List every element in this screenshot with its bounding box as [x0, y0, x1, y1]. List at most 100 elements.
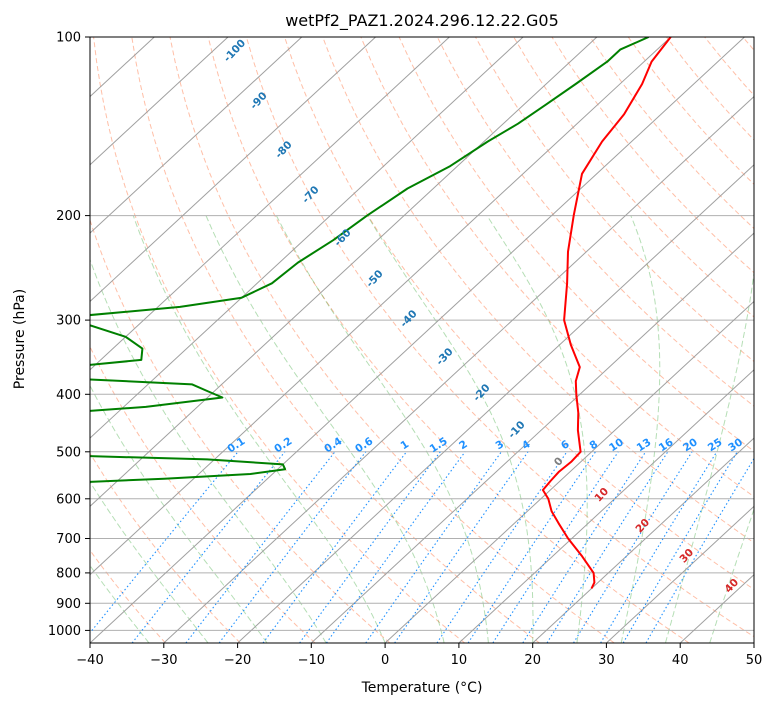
isotherm-line: [90, 37, 303, 234]
mixing-ratio-line: [573, 451, 693, 643]
y-axis-ticks: 100 200 300 400 500 600 700 800 900 1000: [48, 31, 90, 639]
chart-title: wetPf2_PAZ1.2024.296.12.22.G05: [285, 11, 559, 31]
temperature-profile-line: [541, 37, 672, 589]
x-tick-label: 30: [598, 653, 615, 668]
y-tick-label: 600: [56, 492, 81, 507]
dewpoint-profile-line: [90, 37, 650, 483]
mixing-ratio-lines: [90, 451, 754, 643]
isotherm-line: [90, 37, 598, 508]
x-tick-label: −40: [76, 653, 103, 668]
moist-adiabat-line: [620, 215, 661, 643]
dry-adiabat-line: [284, 37, 754, 590]
dry-adiabat-line: [398, 37, 754, 452]
moist-adiabat-line: [90, 564, 150, 643]
moist-adiabat-line: [665, 268, 754, 643]
mixing-ratio-line: [436, 451, 568, 643]
isotherm-line: [679, 573, 754, 643]
mixing-ratio-line: [492, 451, 619, 643]
moist-adiabat-line: [753, 641, 754, 643]
y-tick-label: 900: [56, 597, 81, 612]
isotherm-label: -70: [300, 184, 322, 206]
moist-adiabat-line: [90, 258, 327, 643]
isotherm-label: -60: [332, 227, 354, 249]
y-tick-label: 300: [56, 314, 81, 329]
moist-adiabat-line: [275, 215, 489, 643]
line-labels: 0.1 0.2 0.4 0.6 1 1.5 2 3 4 6 8 10 13 16 20 25 30-100-90…: [221, 37, 745, 595]
y-tick-label: 100: [56, 31, 81, 46]
isotherm-line: [90, 37, 376, 303]
isotherm-line: [90, 37, 229, 166]
dry-adiabat-line: [90, 218, 391, 643]
y-tick-label: 700: [56, 532, 81, 547]
dry-adiabat-line: [475, 37, 754, 363]
isotherm-label: -80: [273, 139, 295, 161]
x-tick-label: 50: [746, 653, 763, 668]
isotherm-line: [90, 37, 450, 371]
mixing-ratio-line: [600, 451, 718, 643]
dry-adiabat-line: [207, 37, 690, 643]
isotherm-line: [163, 95, 754, 643]
dry-adiabat-line: [360, 37, 754, 498]
mixing-ratio-line: [131, 451, 286, 643]
isotherm-line: [606, 505, 754, 643]
y-tick-label: 1000: [48, 624, 81, 639]
mixing-ratio-label: 1: [399, 438, 412, 452]
isotherm-line: [90, 37, 745, 643]
isotherm-line: [90, 37, 672, 576]
profiles: [90, 37, 672, 589]
mixing-ratio-line: [325, 451, 466, 643]
x-tick-label: 0: [381, 653, 389, 668]
moist-adiabat-line: [90, 481, 209, 643]
isotherm-line: [0, 37, 7, 643]
background-grid: [0, 37, 754, 643]
mixing-ratio-line: [299, 451, 441, 643]
mixing-ratio-line: [365, 451, 502, 643]
y-tick-label: 200: [56, 209, 81, 224]
mixing-ratio-label: 1.5: [428, 435, 450, 455]
isotherm-label: -90: [248, 90, 270, 112]
isotherm-line: [458, 369, 754, 643]
mixing-ratio-label: 0.6: [353, 435, 375, 455]
dry-adiabat-line: [627, 37, 754, 185]
moist-adiabat-line: [205, 215, 445, 643]
mixing-ratio-line: [467, 451, 596, 643]
mixing-ratio-line: [90, 451, 239, 634]
mixing-ratio-label: 3: [493, 438, 506, 452]
mixing-ratio-line: [546, 451, 669, 643]
plot-frame: [89, 36, 755, 644]
y-tick-label: 500: [56, 445, 81, 460]
dry-adiabat-line: [742, 37, 754, 51]
moist-adiabat-line: [486, 215, 588, 643]
isotherm-label: 10: [592, 486, 611, 505]
isotherm-label: -10: [506, 419, 528, 441]
x-axis-title: Temperature (°C): [361, 680, 483, 696]
mixing-ratio-line: [185, 451, 336, 643]
moist-adiabat-line: [132, 215, 386, 643]
x-tick-label: −20: [224, 653, 251, 668]
dry-adiabat-line: [90, 345, 316, 643]
isotherm-label: -20: [471, 382, 493, 404]
dry-adiabat-line: [322, 37, 754, 544]
mixing-ratio-line: [262, 451, 407, 643]
mixing-ratio-line: [522, 451, 647, 643]
mixing-ratio-label: 0.4: [322, 435, 344, 455]
y-tick-label: 400: [56, 388, 81, 403]
isotherm-label: 40: [722, 577, 741, 596]
isotherm-label: -30: [434, 346, 456, 368]
mixing-ratio-label: 2: [457, 438, 470, 452]
isotherm-line: [90, 37, 524, 439]
isotherm-line: [237, 164, 754, 643]
x-tick-label: −10: [298, 653, 325, 668]
dry-adiabat-line: [169, 37, 615, 643]
dry-adiabat-line: [513, 37, 754, 318]
x-axis-ticks: −40 −30 −20 −10 0 10 20 30 40 50: [76, 643, 762, 668]
x-tick-label: 40: [672, 653, 689, 668]
isotherm-label: -40: [398, 308, 420, 330]
mixing-ratio-label: 0.2: [272, 435, 294, 455]
isotherm-line: [310, 232, 754, 643]
dry-adiabat-line: [90, 452, 241, 643]
mixing-ratio-label: 6: [559, 438, 572, 452]
moist-adiabat-line: [709, 507, 754, 643]
dry-adiabat-line: [93, 37, 466, 643]
